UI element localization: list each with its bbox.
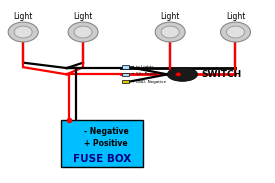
Circle shape: [161, 26, 179, 38]
Text: Light: Light: [226, 12, 245, 21]
Text: FUSE BOX: FUSE BOX: [73, 154, 131, 164]
Text: - Negative: - Negative: [84, 127, 129, 136]
FancyBboxPatch shape: [61, 120, 143, 167]
Circle shape: [8, 22, 38, 42]
Text: Light: Light: [73, 12, 93, 21]
Circle shape: [74, 26, 92, 38]
FancyBboxPatch shape: [122, 73, 129, 76]
Text: → GND, Negative: → GND, Negative: [131, 80, 166, 84]
Text: Light: Light: [13, 12, 33, 21]
Text: + Positive: + Positive: [84, 139, 128, 148]
Text: → 12v Power: → 12v Power: [131, 72, 157, 76]
Circle shape: [68, 22, 98, 42]
Circle shape: [227, 26, 244, 38]
Circle shape: [14, 26, 32, 38]
Text: SWITCH: SWITCH: [202, 70, 242, 79]
FancyBboxPatch shape: [122, 80, 129, 83]
Ellipse shape: [167, 68, 197, 81]
Circle shape: [176, 73, 181, 76]
Circle shape: [155, 22, 185, 42]
Circle shape: [221, 22, 251, 42]
Text: Light: Light: [161, 12, 180, 21]
Text: → to Lights: → to Lights: [131, 65, 153, 69]
FancyBboxPatch shape: [122, 65, 129, 69]
